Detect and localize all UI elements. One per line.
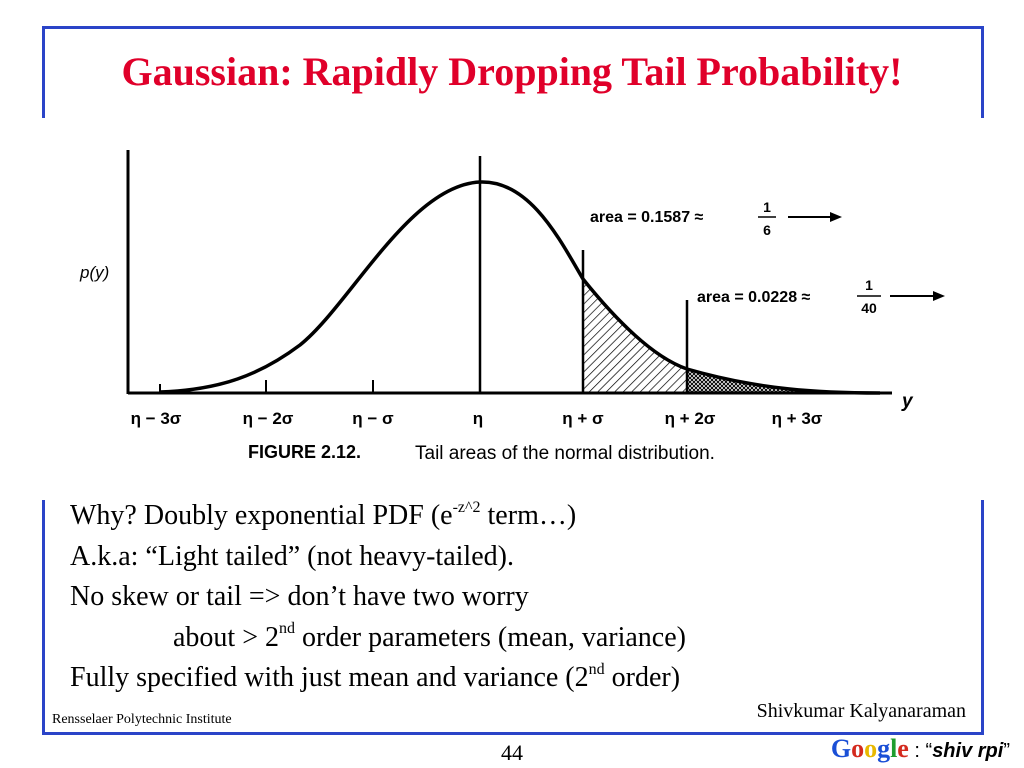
area-annotation-sigma: area = 0.1587 ≈: [590, 209, 704, 226]
frame-left-upper: [42, 26, 45, 118]
bullet-line-4: about > 2nd order parameters (mean, vari…: [173, 620, 686, 653]
fraction-numerator: 1: [865, 277, 873, 293]
tick-label: η + 2σ: [665, 409, 716, 428]
tick-label: η − 2σ: [243, 409, 294, 428]
area-annotation-2sigma: area = 0.0228 ≈: [697, 289, 811, 306]
google-logo: Google: [830, 734, 909, 763]
author-footer: Shivkumar Kalyanaraman: [756, 700, 966, 722]
search-query: shiv rpi: [932, 740, 1004, 762]
fraction-numerator: 1: [763, 199, 771, 215]
institution-footer: Rensselaer Polytechnic Institute: [52, 712, 232, 727]
figure-caption-text: Tail areas of the normal distribution.: [415, 443, 715, 464]
frame-bottom: [42, 732, 984, 735]
tail-area-2sigma: [687, 369, 835, 393]
tick-label: η + 3σ: [772, 409, 823, 428]
frame-right-lower: [981, 500, 984, 732]
tick-label: η: [473, 409, 483, 428]
frame-left-lower: [42, 500, 45, 732]
y-axis-label: p(y): [79, 263, 109, 282]
bullet-list: Why? Doubly exponential PDF (e-z^2 term……: [70, 496, 686, 699]
figure-caption-label: FIGURE 2.12.: [248, 442, 361, 462]
bell-curve: [159, 180, 881, 395]
arrow-head: [830, 212, 842, 222]
bullet-line-3: No skew or tail => don’t have two worry: [70, 581, 529, 612]
bullet-line-2: A.k.a: “Light tailed” (not heavy-tailed)…: [70, 540, 514, 572]
fraction-denominator: 6: [763, 222, 771, 238]
bullet-line-1: Why? Doubly exponential PDF (e-z^2 term……: [70, 498, 577, 531]
tick-label: η + σ: [562, 409, 604, 428]
x-axis-label: y: [901, 391, 914, 412]
frame-top: [42, 26, 984, 29]
fraction-denominator: 40: [861, 300, 877, 316]
page-number: 44: [501, 740, 523, 765]
normal-distribution-figure: p(y) y η − 3σ η − 2σ η − σ η η + σ η + 2…: [79, 150, 945, 464]
tick-label: η − σ: [352, 409, 394, 428]
bullet-line-5: Fully specified with just mean and varia…: [70, 660, 681, 693]
google-search-hint: Google : “shiv rpi”: [830, 734, 1010, 763]
frame-right-upper: [981, 26, 984, 118]
tick-label: η − 3σ: [131, 409, 182, 428]
slide-title: Gaussian: Rapidly Dropping Tail Probabil…: [121, 49, 903, 94]
arrow-head: [933, 291, 945, 301]
